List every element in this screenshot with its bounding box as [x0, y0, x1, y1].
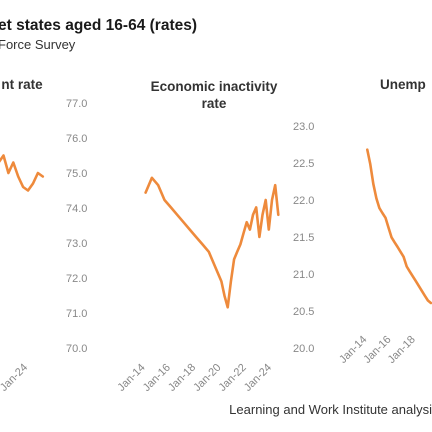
y-tick-label: 72.0: [66, 273, 87, 285]
series-line: [144, 176, 280, 309]
y-tick-label: 21.0: [293, 269, 314, 281]
y-tick-label: 74.0: [66, 203, 87, 215]
x-tick-label: Jan-22: [217, 362, 249, 394]
panel-employment-rate: nt rate77.076.075.074.073.072.071.070.0-…: [0, 77, 87, 394]
panel-title-line: rate: [202, 96, 227, 111]
x-tick-label: Jan-20: [191, 362, 223, 394]
panel-title-line: nt rate: [1, 77, 43, 92]
chart-title: et states aged 16-64 (rates): [0, 17, 198, 34]
panel-economic-inactivity-rate: Economic inactivity rate 23.0 22.5 22.0 21.5 2…: [115, 79, 314, 394]
source-note: Learning and Work Institute analysi: [229, 402, 432, 417]
series-line: [366, 148, 432, 305]
y-tick-label: 23.0: [293, 121, 314, 133]
chart-subtitle: Force Survey: [0, 37, 76, 52]
y-tick-label: 75.0: [66, 168, 87, 180]
y-tick-label: 20.0: [293, 343, 314, 355]
x-tick-label: Jan-24: [0, 362, 30, 394]
panel-title-line: Economic inactivity: [151, 79, 278, 94]
y-tick-label: 20.5: [293, 306, 314, 318]
y-tick-label: 22.5: [293, 158, 314, 170]
y-tick-label: 77.0: [66, 98, 87, 110]
panel-title-line: Unemp: [380, 77, 426, 92]
x-tick-label: Jan-14: [115, 362, 147, 394]
series-line: [0, 154, 45, 192]
y-tick-label: 73.0: [66, 238, 87, 250]
y-tick-label: 21.5: [293, 232, 314, 244]
x-tick-label: Jan-18: [386, 334, 418, 366]
x-tick-label: Jan-18: [166, 362, 198, 394]
y-tick-label: 71.0: [66, 308, 87, 320]
y-tick-label: 76.0: [66, 133, 87, 145]
y-tick-label: 22.0: [293, 195, 314, 207]
x-tick-label: Jan-16: [141, 362, 173, 394]
x-tick-label: Jan-24: [242, 362, 274, 394]
y-tick-label: 70.0: [66, 343, 87, 355]
